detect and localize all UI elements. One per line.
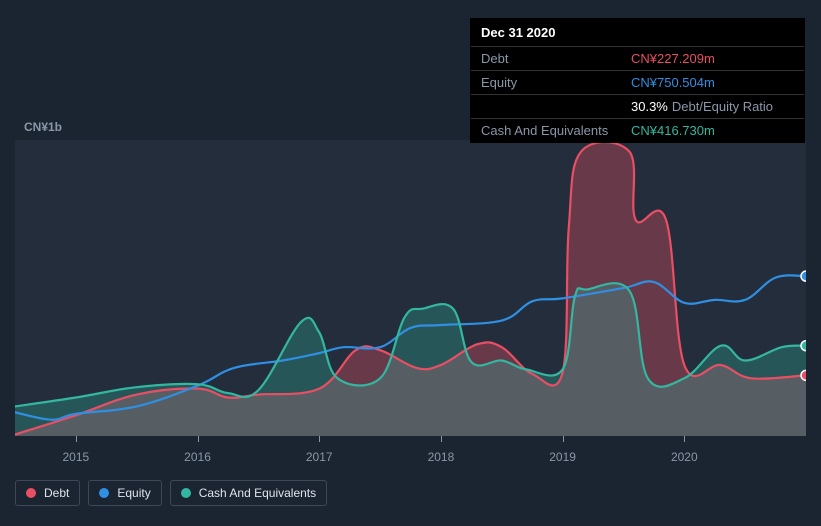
chart-legend: Debt Equity Cash And Equivalents <box>15 480 327 506</box>
legend-label: Debt <box>44 486 69 500</box>
tooltip-row-label: Debt <box>481 51 631 66</box>
tooltip-row: Cash And EquivalentsCN¥416.730m <box>471 118 804 142</box>
tooltip-row-value: CN¥227.209m <box>631 51 715 66</box>
tooltip-row: 30.3%Debt/Equity Ratio <box>471 94 804 118</box>
legend-label: Equity <box>117 486 150 500</box>
legend-dot-icon <box>99 488 109 498</box>
chart-plot-area[interactable] <box>15 140 806 436</box>
x-tick-mark <box>319 436 320 442</box>
legend-item[interactable]: Cash And Equivalents <box>170 480 327 506</box>
tooltip-row-label: Equity <box>481 75 631 90</box>
legend-dot-icon <box>26 488 36 498</box>
legend-label: Cash And Equivalents <box>199 486 316 500</box>
chart-tooltip: Dec 31 2020 DebtCN¥227.209mEquityCN¥750.… <box>470 18 805 143</box>
tooltip-row: DebtCN¥227.209m <box>471 46 804 70</box>
area-chart: CN¥1b CN¥0 201520162017201820192020 <box>15 120 805 450</box>
tooltip-row: EquityCN¥750.504m <box>471 70 804 94</box>
tooltip-row-label <box>481 99 631 114</box>
tooltip-row-value: CN¥750.504m <box>631 75 715 90</box>
x-tick-mark <box>198 436 199 442</box>
x-tick-mark <box>441 436 442 442</box>
x-tick-label: 2017 <box>306 450 333 464</box>
tooltip-date: Dec 31 2020 <box>471 19 804 46</box>
tooltip-row-suffix: Debt/Equity Ratio <box>672 99 773 114</box>
x-tick-mark <box>684 436 685 442</box>
x-tick-label: 2018 <box>428 450 455 464</box>
legend-item[interactable]: Equity <box>88 480 161 506</box>
legend-dot-icon <box>181 488 191 498</box>
legend-item[interactable]: Debt <box>15 480 80 506</box>
y-axis-max-label: CN¥1b <box>24 120 62 134</box>
x-tick-label: 2016 <box>184 450 211 464</box>
tooltip-row-label: Cash And Equivalents <box>481 123 631 138</box>
x-tick-mark <box>563 436 564 442</box>
x-tick-mark <box>76 436 77 442</box>
tooltip-row-value: CN¥416.730m <box>631 123 715 138</box>
x-axis: 2015 2016 2017 2018 2019 2020 <box>15 436 806 466</box>
x-tick-label: 2019 <box>549 450 576 464</box>
x-tick-label: 2015 <box>62 450 89 464</box>
x-tick-label: 2020 <box>671 450 698 464</box>
tooltip-row-value: 30.3%Debt/Equity Ratio <box>631 99 773 114</box>
